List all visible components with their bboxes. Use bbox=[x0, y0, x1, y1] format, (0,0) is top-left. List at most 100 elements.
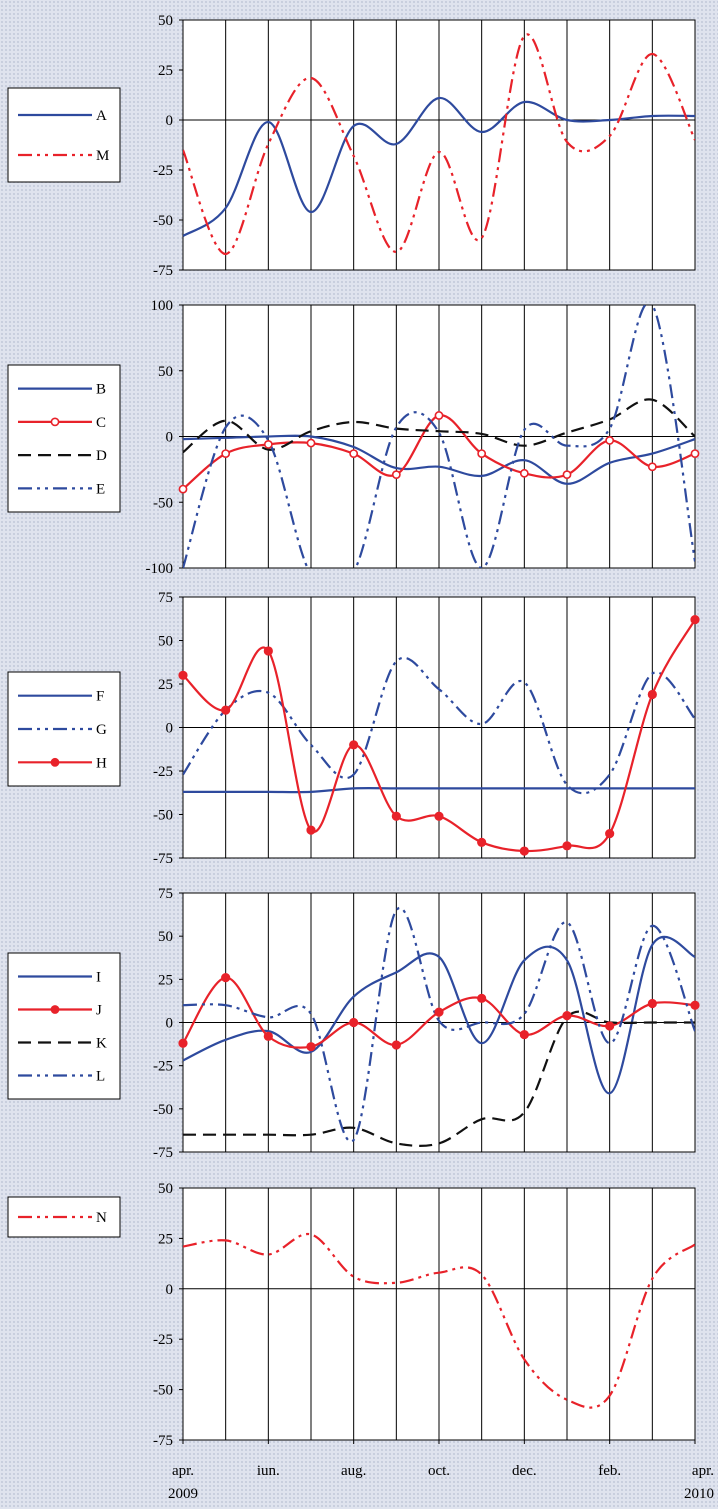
legend-5: N bbox=[7, 1196, 121, 1238]
y-tick-label: 50 bbox=[158, 634, 173, 650]
data-point-C bbox=[391, 470, 401, 480]
series-line-A bbox=[183, 96, 695, 237]
legend-box bbox=[7, 87, 121, 183]
data-point-H bbox=[263, 646, 273, 656]
data-point-J bbox=[605, 1021, 615, 1031]
series-line-B bbox=[183, 434, 695, 485]
x-tick-label: dec. bbox=[512, 1463, 537, 1479]
data-point-C bbox=[647, 462, 657, 472]
data-point-C bbox=[519, 468, 529, 478]
legend-marker-C bbox=[50, 417, 60, 427]
data-point-J bbox=[690, 1000, 700, 1010]
legend-label-F: F bbox=[96, 689, 104, 705]
data-point-J bbox=[647, 998, 657, 1009]
y-tick-label: -25 bbox=[153, 1059, 173, 1075]
data-point-H bbox=[519, 846, 529, 856]
series-line-F bbox=[183, 787, 695, 794]
data-point-J bbox=[178, 1038, 188, 1048]
data-point-H bbox=[690, 615, 700, 625]
data-point-C bbox=[349, 449, 359, 458]
legend-marker-J bbox=[50, 1005, 60, 1014]
legend-label-K: K bbox=[96, 1036, 107, 1052]
series-line-G bbox=[183, 656, 695, 795]
y-tick-label: 50 bbox=[158, 13, 173, 29]
data-point-J bbox=[391, 1040, 401, 1050]
data-point-C bbox=[605, 436, 615, 445]
data-point-J bbox=[434, 1007, 444, 1017]
y-tick-label: -75 bbox=[153, 263, 173, 279]
x-tick-label: oct. bbox=[428, 1463, 450, 1479]
y-tick-label: -50 bbox=[153, 213, 173, 229]
y-tick-label: -25 bbox=[153, 764, 173, 780]
y-tick-label: -25 bbox=[153, 163, 173, 179]
y-tick-label: 0 bbox=[166, 1282, 174, 1298]
data-point-J bbox=[263, 1031, 273, 1041]
x-tick-label: iun. bbox=[257, 1463, 280, 1479]
chart-panel-3: 75 50 25 0 -25 -50 -75 F G H bbox=[7, 590, 700, 867]
data-point-C bbox=[263, 439, 273, 449]
legend-label-D: D bbox=[96, 448, 107, 464]
y-tick-label: 50 bbox=[158, 929, 173, 945]
legend-label-L: L bbox=[96, 1069, 105, 1085]
y-tick-label: -50 bbox=[153, 495, 173, 511]
legend-label-H: H bbox=[96, 755, 107, 771]
legend-label-G: G bbox=[96, 722, 107, 738]
y-tick-label: 50 bbox=[158, 1181, 173, 1197]
data-point-H bbox=[178, 670, 188, 680]
data-point-C bbox=[434, 411, 444, 420]
legend-4: I J K L bbox=[7, 952, 121, 1100]
y-tick-label: -50 bbox=[153, 1102, 173, 1118]
y-tick-label: 25 bbox=[158, 677, 173, 693]
data-point-H bbox=[477, 837, 487, 847]
y-tick-label: -75 bbox=[153, 1145, 173, 1161]
chart-panel-4: 75 50 25 0 -25 -50 -75 I J K L bbox=[7, 886, 700, 1161]
y-tick-label: -50 bbox=[153, 808, 173, 824]
series-line-D bbox=[183, 398, 695, 454]
legend-label-A: A bbox=[96, 108, 107, 124]
data-point-H bbox=[647, 689, 657, 700]
data-point-H bbox=[221, 705, 231, 715]
legend-label-C: C bbox=[96, 415, 106, 431]
data-point-C bbox=[306, 438, 316, 448]
series-line-L bbox=[183, 906, 695, 1143]
x-tick-year-label: 2010 bbox=[684, 1486, 714, 1502]
y-tick-label: -25 bbox=[153, 1332, 173, 1348]
legend-label-J: J bbox=[96, 1003, 102, 1019]
legend-label-E: E bbox=[96, 481, 105, 497]
legend-3: F G H bbox=[7, 671, 121, 787]
data-point-C bbox=[477, 449, 487, 458]
y-tick-label: 0 bbox=[166, 721, 174, 737]
data-point-H bbox=[349, 740, 359, 750]
x-tick-label: apr. bbox=[692, 1463, 714, 1479]
legend-1: AM bbox=[7, 87, 121, 183]
legend-2: B C D E bbox=[7, 364, 121, 513]
legend-label-M: M bbox=[96, 148, 109, 164]
y-tick-label: -50 bbox=[153, 1383, 173, 1399]
y-tick-label: 0 bbox=[166, 113, 174, 129]
data-point-J bbox=[477, 993, 487, 1003]
data-point-C bbox=[690, 449, 700, 458]
y-tick-label: 25 bbox=[158, 63, 173, 79]
legend-label-I: I bbox=[96, 970, 101, 986]
y-tick-label: -100 bbox=[146, 561, 174, 577]
data-point-J bbox=[221, 973, 231, 983]
data-point-H bbox=[605, 829, 615, 839]
y-tick-label: 100 bbox=[151, 298, 174, 314]
data-point-C bbox=[178, 484, 188, 494]
y-tick-label: -75 bbox=[153, 851, 173, 867]
data-point-J bbox=[349, 1017, 359, 1028]
data-point-H bbox=[562, 841, 572, 851]
y-tick-label: 25 bbox=[158, 972, 173, 988]
data-point-C bbox=[562, 470, 572, 480]
chart-panel-2: 100 50 0 -50 -100 B C D E bbox=[7, 298, 700, 577]
y-tick-label: -75 bbox=[153, 1433, 173, 1449]
y-tick-label: 75 bbox=[158, 590, 173, 606]
y-tick-label: 0 bbox=[166, 1016, 174, 1032]
y-tick-label: 75 bbox=[158, 886, 173, 902]
chart-panel-5: 50 25 0 -25 -50 -75 N bbox=[7, 1181, 696, 1449]
y-tick-label: 25 bbox=[158, 1231, 173, 1247]
data-point-H bbox=[306, 825, 316, 835]
